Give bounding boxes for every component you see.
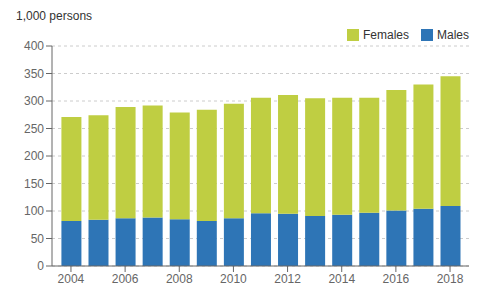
svg-text:350: 350 [24,67,44,81]
svg-text:2012: 2012 [274,272,301,286]
svg-text:0: 0 [37,259,44,273]
svg-text:2008: 2008 [166,272,193,286]
svg-text:2018: 2018 [437,272,464,286]
html-text:1,000 persons: 1,000 persons [16,9,93,23]
svg-text:400: 400 [24,39,44,53]
svg-text:2016: 2016 [383,272,410,286]
html-text:Males: Males [437,28,469,42]
svg-text:2004: 2004 [58,272,85,286]
svg-text:50: 50 [31,232,45,246]
svg-text:150: 150 [24,177,44,191]
svg-text:2006: 2006 [112,272,139,286]
svg-text:100: 100 [24,204,44,218]
html-text:Females: Females [363,28,409,42]
svg-text:200: 200 [24,149,44,163]
svg-text:2010: 2010 [220,272,247,286]
svg-text:250: 250 [24,122,44,136]
svg-text:2014: 2014 [328,272,355,286]
svg-text:300: 300 [24,94,44,108]
